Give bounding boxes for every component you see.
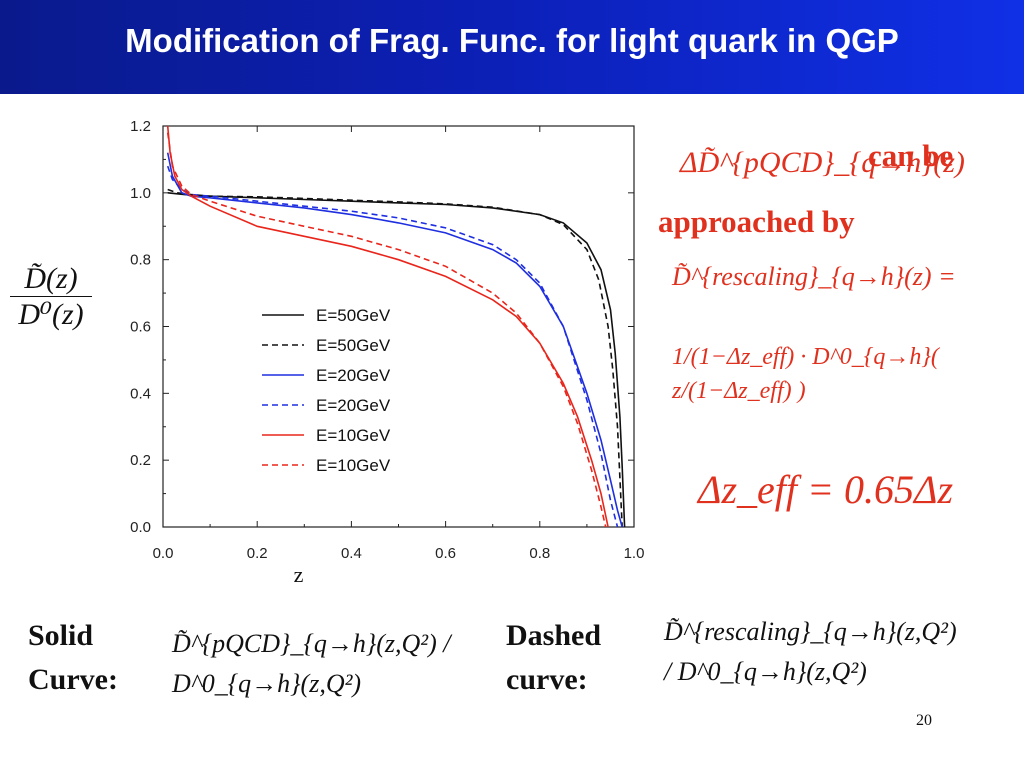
page-number: 20 bbox=[916, 712, 932, 729]
series-line-4 bbox=[166, 125, 609, 528]
series-line-0 bbox=[167, 192, 626, 528]
series-line-1 bbox=[167, 188, 623, 528]
series-line-5 bbox=[166, 132, 607, 528]
y-tick-label: 0.8 bbox=[130, 252, 151, 269]
ylabel-numerator: D̃(z) bbox=[24, 262, 78, 295]
y-axis-fraction: D̃(z) D⁰(z) bbox=[10, 262, 92, 332]
x-tick-label: 1.0 bbox=[624, 545, 645, 562]
dashed-label-line1: Dashed bbox=[506, 619, 602, 652]
chart: 0.0 0.2 0.4 0.6 0.8 1.0 0.0 0.2 0.4 0.6 0.8 1.0 1.2 z… bbox=[130, 118, 645, 587]
legend-label-5: E=10GeV bbox=[316, 456, 391, 475]
legend-label-2: E=20GeV bbox=[316, 366, 391, 385]
legend-label-3: E=20GeV bbox=[316, 396, 391, 415]
x-tick-label: 0.6 bbox=[435, 545, 456, 562]
rescaling-rhs: 1/(1−Δz_eff) · D^0_{q→h}( z/(1−Δz_eff) ) bbox=[672, 344, 939, 404]
dashed-label-line2: curve: bbox=[506, 663, 588, 696]
ylabel-denominator: D⁰(z) bbox=[18, 298, 84, 331]
delta-z-eff-formula: Δz_eff = 0.65Δz bbox=[698, 467, 954, 512]
intro-formula: ΔD̃^{pQCD}_{q→h}(z) bbox=[680, 146, 965, 179]
legend-label-0: E=50GeV bbox=[316, 306, 391, 325]
y-tick-label: 0.2 bbox=[130, 452, 151, 469]
can-be-text: can be bbox=[868, 138, 954, 173]
fraction-bar bbox=[10, 296, 92, 297]
legend-label-4: E=10GeV bbox=[316, 426, 391, 445]
x-axis-label: z bbox=[294, 562, 304, 587]
title-bar: Modification of Frag. Func. for light qu… bbox=[0, 0, 1024, 94]
solid-label-line1: Solid bbox=[28, 619, 94, 652]
legend-label-1: E=50GeV bbox=[316, 336, 391, 355]
y-tick-label: 0.6 bbox=[130, 319, 151, 336]
slide-title: Modification of Frag. Func. for light qu… bbox=[125, 22, 899, 59]
y-tick-label: 1.0 bbox=[130, 185, 151, 202]
x-tick-label: 0.8 bbox=[529, 545, 550, 562]
x-tick-label: 0.4 bbox=[341, 545, 362, 562]
solid-formula: D̃^{pQCD}_{q→h}(z,Q²) / D^0_{q→h}(z,Q²) bbox=[172, 629, 451, 698]
y-tick-label: 0.4 bbox=[130, 385, 151, 402]
y-tick-label: 1.2 bbox=[130, 118, 151, 135]
dashed-formula: D̃^{rescaling}_{q→h}(z,Q²) / D^0_{q→h}(z… bbox=[664, 617, 957, 686]
x-tick-label: 0.0 bbox=[153, 545, 174, 562]
rescaling-lhs: D̃^{rescaling}_{q→h}(z) = bbox=[672, 262, 956, 291]
solid-label-line2: Curve: bbox=[28, 663, 118, 696]
solid-label: Solid Curve: bbox=[28, 614, 118, 702]
x-tick-label: 0.2 bbox=[247, 545, 268, 562]
series-line-3 bbox=[166, 165, 619, 528]
dashed-label: Dashed curve: bbox=[506, 614, 601, 702]
approached-by-text: approached by bbox=[658, 204, 855, 239]
y-tick-label: 0.0 bbox=[130, 519, 151, 536]
